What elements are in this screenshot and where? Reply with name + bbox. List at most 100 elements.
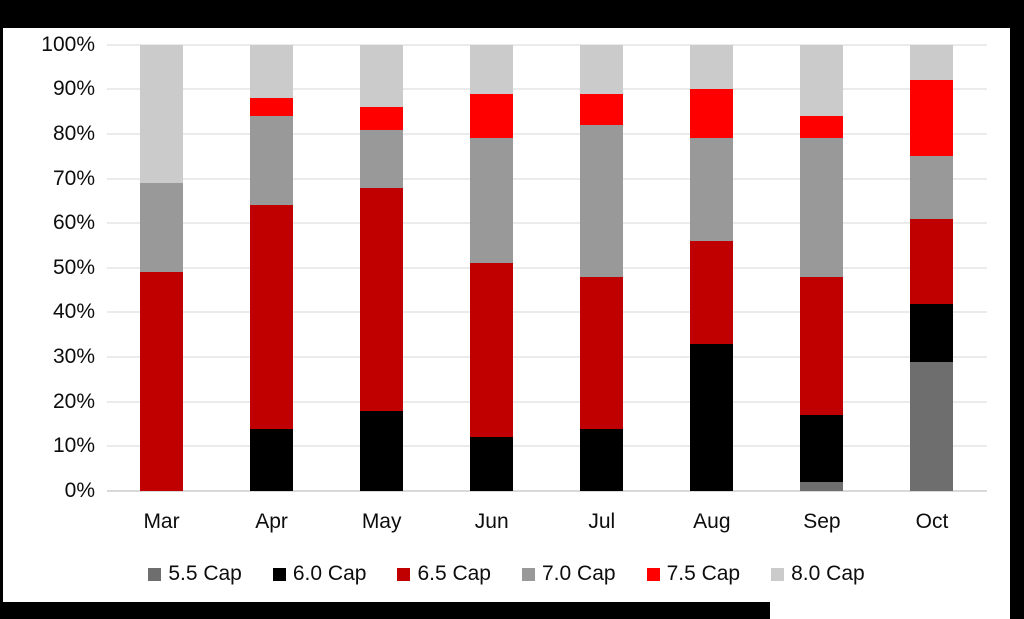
legend-swatch-icon [272,567,286,581]
y-axis-tick-label: 0% [64,479,95,502]
bar-segment-jun-6.0cap [470,437,514,491]
bar-segment-jun-8.0cap [470,44,514,94]
gridline-50 [106,266,987,269]
bar-segment-aug-7.5cap [690,89,734,139]
legend-label: 6.0 Cap [292,562,367,585]
x-axis-tick-label-aug: Aug [693,510,731,533]
y-axis-tick-label: 40% [52,300,95,324]
legend-label: 8.0 Cap [791,562,865,585]
y-axis-tick-label: 90% [52,77,95,101]
legend-label: 7.5 Cap [666,562,741,585]
legend-item-6.5cap: 6.5 Cap [397,562,491,586]
bar-segment-sep-7.5cap [800,116,844,139]
x-axis-tick-label-apr: Apr [255,510,288,533]
stacked-bar-oct [910,28,954,491]
legend-label: 6.5 Cap [417,562,491,585]
stacked-bar-aug [690,28,734,491]
chart-canvas-extension [770,602,1010,619]
y-axis-tick-label: 30% [52,345,95,369]
bar-segment-oct-5.5cap [910,361,954,491]
bar-segment-jun-7.0cap [470,138,514,264]
bar-segment-jun-6.5cap [470,263,514,438]
legend-swatch-icon [148,567,162,581]
bar-segment-jul-8.0cap [580,44,624,94]
bar-segment-may-7.0cap [360,129,404,188]
bar-segment-apr-7.0cap [250,116,294,206]
bar-segment-oct-8.0cap [910,44,954,81]
y-axis-tick-label: 70% [52,166,95,190]
gridline-90 [106,88,987,91]
legend-item-5.5cap: 5.5 Cap [148,562,242,586]
stacked-bar-may [360,28,404,491]
gridline-20 [106,400,987,403]
x-axis-tick-label-mar: Mar [143,510,180,533]
bar-segment-jul-6.0cap [580,428,624,491]
x-axis-tick-label-jun: Jun [474,510,509,533]
bar-segment-may-6.5cap [360,187,404,411]
gridline-40 [106,311,987,314]
y-axis-tick-label: 20% [52,389,95,413]
bar-segment-aug-6.5cap [690,241,734,344]
gridline-80 [106,132,987,135]
y-axis-tick-label: 80% [52,121,95,145]
bar-segment-jul-6.5cap [580,276,624,429]
legend-swatch-icon [646,567,660,581]
y-axis-tick-label: 10% [52,434,95,458]
gridline-60 [106,222,987,225]
x-axis-tick-label-sep: Sep [803,510,841,533]
legend-swatch-icon [522,567,535,581]
chart-legend: 5.5 Cap 6.0 Cap 6.5 Cap 7.0 Cap 7.5 Cap 8.0 C… [3,562,1010,586]
legend-item-7.0cap: 7.0 Cap [522,562,616,586]
x-axis-tick-label-jul: Jul [588,510,616,533]
gridline-10 [106,445,987,448]
bar-segment-jul-7.0cap [580,125,624,277]
gridline-70 [106,177,987,180]
stacked-bar-mar [140,28,184,491]
bar-segment-aug-7.0cap [690,138,734,242]
x-axis-line [106,490,987,492]
bar-segment-aug-8.0cap [690,44,734,90]
bar-segment-sep-6.5cap [800,276,844,416]
bar-segment-mar-7.0cap [140,183,184,273]
x-axis-tick-label-may: May [361,510,402,533]
bar-segment-oct-7.0cap [910,156,954,219]
stacked-bar-jun [470,28,514,491]
stacked-bar-jul [580,28,624,491]
bar-segment-may-8.0cap [360,44,404,108]
gridline-30 [106,356,987,359]
bar-segment-jul-7.5cap [580,93,624,126]
bar-segment-apr-7.5cap [250,98,294,117]
bar-segment-oct-6.5cap [910,218,954,304]
legend-label: 5.5 Cap [168,562,242,585]
gridline-100 [106,43,987,46]
bar-segment-sep-6.0cap [800,415,844,483]
bar-segment-may-6.0cap [360,410,404,491]
x-axis-tick-label-oct: Oct [915,510,949,533]
plot-area: 0% 10% 20% 30% 40% 50% 60% 70% 80% 90% 100% Mar Apr M… [3,28,1010,602]
chart-canvas: 0% 10% 20% 30% 40% 50% 60% 70% 80% 90% 100% Mar Apr M… [3,28,1010,602]
bar-segment-apr-6.5cap [250,205,294,429]
bar-segment-apr-8.0cap [250,44,294,99]
y-axis-tick-label: 100% [41,32,95,56]
bar-segment-aug-6.0cap [690,343,734,491]
bar-segment-oct-6.0cap [910,303,954,362]
stacked-bar-apr [250,28,294,491]
bar-segment-sep-7.0cap [800,138,844,277]
bar-segment-may-7.5cap [360,107,404,130]
legend-label: 7.0 Cap [542,562,616,585]
bar-segment-jun-7.5cap [470,93,514,139]
legend-swatch-icon [771,567,785,581]
y-axis-tick-label: 50% [52,255,95,279]
stacked-bar-sep [800,28,844,491]
bar-segment-mar-8.0cap [140,44,184,184]
legend-swatch-icon [397,567,411,581]
bar-segment-sep-8.0cap [800,44,844,117]
legend-item-6.0cap: 6.0 Cap [272,562,367,586]
bar-segment-oct-7.5cap [910,80,954,157]
y-axis-tick-label: 60% [52,211,95,235]
bar-segment-mar-6.5cap [140,272,184,491]
legend-item-7.5cap: 7.5 Cap [646,562,741,586]
bar-segment-apr-6.0cap [250,428,294,491]
bar-segment-sep-5.5cap [800,482,844,491]
legend-item-8.0cap: 8.0 Cap [771,562,865,586]
